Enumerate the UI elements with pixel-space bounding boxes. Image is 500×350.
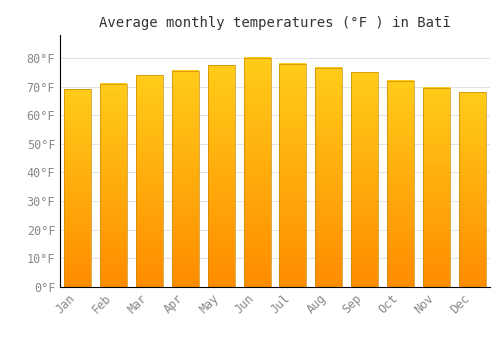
- Bar: [280, 64, 306, 287]
- Bar: [316, 68, 342, 287]
- Bar: [208, 65, 234, 287]
- Title: Average monthly temperatures (°F ) in Batī: Average monthly temperatures (°F ) in Ba…: [99, 16, 451, 30]
- Bar: [64, 89, 92, 287]
- Bar: [100, 84, 127, 287]
- Bar: [136, 75, 163, 287]
- Bar: [458, 92, 485, 287]
- Bar: [244, 58, 270, 287]
- Bar: [387, 81, 414, 287]
- Bar: [423, 88, 450, 287]
- Bar: [351, 72, 378, 287]
- Bar: [172, 71, 199, 287]
